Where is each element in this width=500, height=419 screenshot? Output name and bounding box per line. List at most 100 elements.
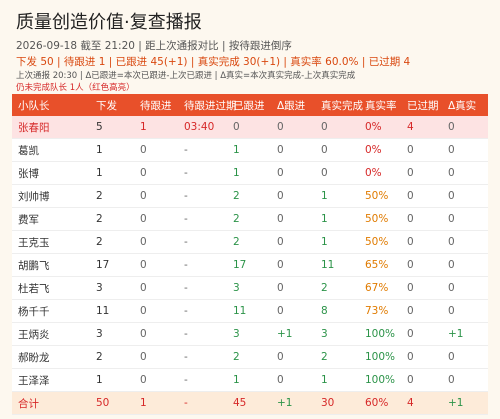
cell: 2 <box>90 345 134 369</box>
cell: 0 <box>401 276 442 300</box>
cell: 杜若飞 <box>12 276 90 300</box>
cell: - <box>178 276 227 300</box>
cell: 合计 <box>12 391 90 415</box>
cell: 0 <box>227 116 271 139</box>
cell: 2 <box>227 230 271 254</box>
cell: +1 <box>442 391 488 415</box>
cell: 0 <box>442 368 488 392</box>
cell: +1 <box>442 322 488 346</box>
cell: 杨千千 <box>12 299 90 323</box>
table-row: 郝盼龙 2 0-2 0 2 100% 0 0 <box>12 345 488 369</box>
cell: 1 <box>90 138 134 162</box>
cell: 11 <box>90 299 134 323</box>
cell: 0 <box>134 322 178 346</box>
cell: 0 <box>442 161 488 185</box>
cell: 0 <box>315 138 359 162</box>
column-header: 小队长 <box>12 94 90 116</box>
cell: - <box>178 299 227 323</box>
cell: 1 <box>90 368 134 392</box>
cell: 0 <box>442 116 488 139</box>
cell: 03:40 <box>178 116 227 139</box>
cell: 0 <box>401 138 442 162</box>
cell: 0 <box>315 116 359 139</box>
cell: 0 <box>442 253 488 277</box>
table-row: 王炳炎 3 0-3 +1 3 100% 0 +1 <box>12 322 488 346</box>
cell: 葛凯 <box>12 138 90 162</box>
column-header: 下发 <box>90 94 134 116</box>
cell: 17 <box>90 253 134 277</box>
cell: - <box>178 345 227 369</box>
table-row: 杨千千 11 0-11 0 8 73% 0 0 <box>12 299 488 323</box>
cell: 王泽泽 <box>12 368 90 392</box>
cell: 0 <box>442 276 488 300</box>
cell: - <box>178 322 227 346</box>
cell: 17 <box>227 253 271 277</box>
column-header: 待跟进过期 <box>178 94 237 116</box>
cell: 0 <box>271 116 315 139</box>
table-row: 王克玉 2 0-2 0 1 50% 0 0 <box>12 230 488 254</box>
table-row: 胡鹏飞 17 0-17 0 11 65% 0 0 <box>12 253 488 277</box>
cell: 2 <box>227 184 271 208</box>
cell: 0 <box>134 207 178 231</box>
summary: 下发 50 | 待跟进 1 | 已跟进 45(+1) | 真实完成 30(+1)… <box>16 56 411 68</box>
cell: - <box>178 184 227 208</box>
cell: 1 <box>227 368 271 392</box>
cell: 0 <box>134 368 178 392</box>
cell: 0 <box>271 184 315 208</box>
cell: 0 <box>401 207 442 231</box>
cell: 2 <box>315 276 359 300</box>
cell: 50% <box>359 230 401 254</box>
cell: +1 <box>271 391 315 415</box>
cell: 2 <box>90 207 134 231</box>
table-row: 葛凯 1 0-1 0 0 0% 0 0 <box>12 138 488 162</box>
cell: 2 <box>90 184 134 208</box>
cell: 0 <box>401 368 442 392</box>
cell: 11 <box>315 253 359 277</box>
cell: 1 <box>315 207 359 231</box>
title: 质量创造价值·复查播报 <box>16 12 202 33</box>
cell: 1 <box>134 391 178 415</box>
cell: 2 <box>227 207 271 231</box>
column-header: 真实率 <box>359 94 401 116</box>
cell: 2 <box>315 345 359 369</box>
cell: 0 <box>442 184 488 208</box>
cell: 0 <box>134 253 178 277</box>
header-row: 小队长 下发 待跟进 待跟进过期 已跟进 Δ跟进 真实完成 真实率 已过期 Δ真实 <box>12 94 488 116</box>
meta: 2026-09-18 截至 21:20 | 距上次通报对比 | 按待跟进倒序 <box>16 40 292 52</box>
cell: 0 <box>271 276 315 300</box>
cell: - <box>178 161 227 185</box>
cell: 1 <box>315 368 359 392</box>
cell: 0 <box>271 138 315 162</box>
cell: 0 <box>401 230 442 254</box>
cell: 0 <box>401 253 442 277</box>
cell: 胡鹏飞 <box>12 253 90 277</box>
cell: 0 <box>442 299 488 323</box>
table-row: 杜若飞 3 0-3 0 2 67% 0 0 <box>12 276 488 300</box>
cell: 0 <box>401 322 442 346</box>
column-header: Δ跟进 <box>271 94 315 116</box>
table-row: 王泽泽 1 0-1 0 1 100% 0 0 <box>12 368 488 392</box>
note: 上次通报 20:30 | Δ已跟进=本次已跟进-上次已跟进 | Δ真实=本次真实… <box>16 71 356 81</box>
table: 小队长 下发 待跟进 待跟进过期 已跟进 Δ跟进 真实完成 真实率 已过期 Δ真实 张春阳 5 1 03… <box>12 94 488 415</box>
cell: 0 <box>401 161 442 185</box>
cell: 4 <box>401 116 442 139</box>
cell: 4 <box>401 391 442 415</box>
column-header: 已跟进 <box>227 94 271 116</box>
cell: 100% <box>359 322 401 346</box>
cell: 3 <box>227 276 271 300</box>
cell: 1 <box>315 230 359 254</box>
cell: 2 <box>90 230 134 254</box>
column-header: 已过期 <box>401 94 442 116</box>
cell: - <box>178 230 227 254</box>
table-row: 费军 2 0-2 0 1 50% 0 0 <box>12 207 488 231</box>
cell: 0 <box>271 161 315 185</box>
cell: 3 <box>90 322 134 346</box>
cell: 0 <box>271 368 315 392</box>
cell: 50% <box>359 184 401 208</box>
cell: 0% <box>359 138 401 162</box>
alert: 仍未完成队长 1人（红色高亮） <box>16 83 135 93</box>
cell: 0 <box>442 138 488 162</box>
cell: 0 <box>442 345 488 369</box>
total-row: 合计 50 1-45 +1 30 60% 4 +1 <box>12 391 488 415</box>
